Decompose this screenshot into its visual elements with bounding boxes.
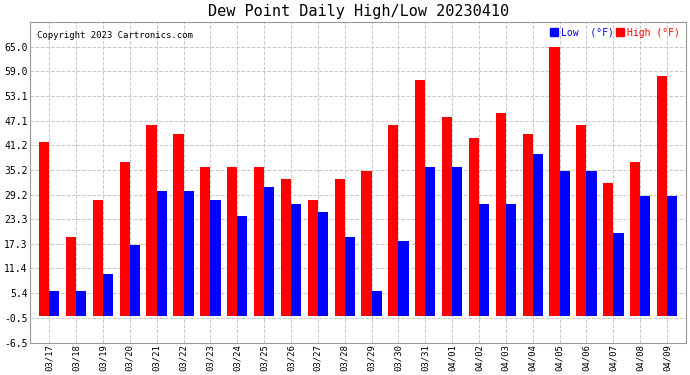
Bar	[398, 241, 408, 316]
Bar	[452, 166, 462, 316]
Bar	[586, 171, 597, 316]
Title: Dew Point Daily High/Low 20230410: Dew Point Daily High/Low 20230410	[208, 4, 509, 19]
Bar	[657, 75, 667, 316]
Bar	[372, 291, 382, 316]
Bar	[308, 200, 318, 316]
Bar	[200, 166, 210, 316]
Bar	[506, 204, 516, 316]
Bar	[103, 274, 113, 316]
Bar	[281, 179, 291, 316]
Bar	[415, 80, 425, 316]
Bar	[533, 154, 543, 316]
Bar	[469, 138, 479, 316]
Bar	[613, 233, 624, 316]
Bar	[39, 142, 49, 316]
Bar	[184, 192, 194, 316]
Bar	[576, 125, 586, 316]
Bar	[335, 179, 345, 316]
Bar	[146, 125, 157, 316]
Bar	[495, 113, 506, 316]
Bar	[318, 212, 328, 316]
Bar	[362, 171, 372, 316]
Bar	[227, 166, 237, 316]
Bar	[291, 204, 302, 316]
Bar	[92, 200, 103, 316]
Bar	[522, 134, 533, 316]
Bar	[157, 192, 167, 316]
Legend: Low  (°F), High (°F): Low (°F), High (°F)	[549, 27, 681, 39]
Bar	[640, 196, 651, 316]
Bar	[560, 171, 570, 316]
Bar	[130, 245, 140, 316]
Bar	[667, 196, 678, 316]
Bar	[66, 237, 76, 316]
Bar	[425, 166, 435, 316]
Bar	[237, 216, 248, 316]
Bar	[210, 200, 221, 316]
Bar	[49, 291, 59, 316]
Bar	[345, 237, 355, 316]
Bar	[173, 134, 184, 316]
Bar	[119, 162, 130, 316]
Bar	[549, 46, 560, 316]
Text: Copyright 2023 Cartronics.com: Copyright 2023 Cartronics.com	[37, 32, 193, 40]
Bar	[479, 204, 489, 316]
Bar	[264, 188, 275, 316]
Bar	[442, 117, 452, 316]
Bar	[603, 183, 613, 316]
Bar	[254, 166, 264, 316]
Bar	[388, 125, 398, 316]
Bar	[630, 162, 640, 316]
Bar	[76, 291, 86, 316]
